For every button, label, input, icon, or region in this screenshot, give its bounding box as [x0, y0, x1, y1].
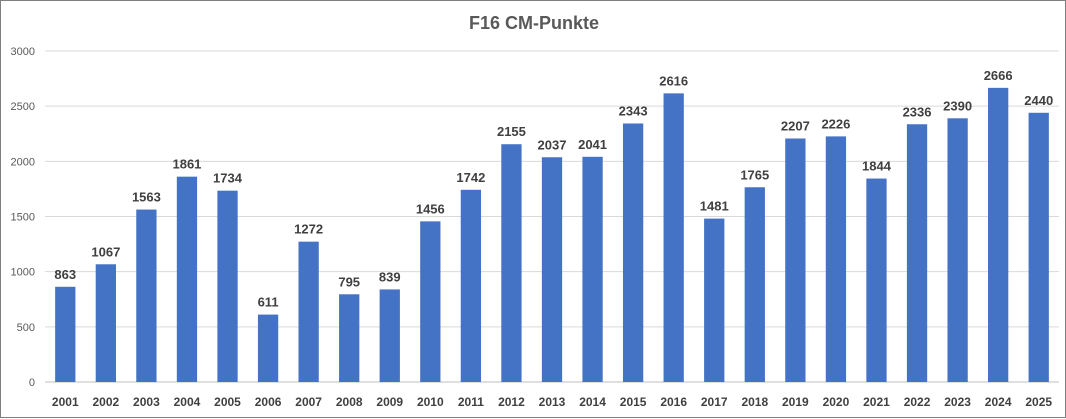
bars: [55, 87, 1049, 383]
bar-2009: [379, 289, 400, 382]
data-label-2015: 2343: [619, 103, 648, 118]
data-label-2013: 2037: [538, 137, 567, 152]
y-tick-label: 1000: [11, 267, 35, 279]
bar-2003: [136, 209, 157, 382]
y-tick-label: 2500: [11, 101, 35, 113]
data-label-2008: 795: [338, 274, 360, 289]
data-label-2021: 1844: [862, 159, 892, 174]
data-label-2003: 1563: [132, 190, 161, 205]
x-tick-label-2001: 2001: [52, 395, 79, 409]
data-label-2002: 1067: [91, 244, 120, 259]
bar-2005: [217, 190, 238, 382]
y-tick-label: 1500: [11, 212, 35, 224]
bar-2015: [622, 123, 644, 382]
x-tick-label-2005: 2005: [214, 395, 241, 409]
x-tick-label-2008: 2008: [336, 395, 363, 409]
data-label-2005: 1734: [213, 171, 243, 186]
data-labels: 863 1067 1563 1861 1734 611 1272 795 839 1456 1742…: [54, 68, 1053, 310]
bar-2019: [785, 138, 806, 382]
x-tick-label-2009: 2009: [376, 395, 403, 409]
x-tick-label-2023: 2023: [944, 395, 971, 409]
bar-2023: [947, 118, 968, 382]
y-tick-label: 500: [17, 322, 35, 334]
bar-2017: [704, 218, 725, 382]
data-label-2006: 611: [258, 295, 279, 310]
bar-2010: [420, 221, 441, 382]
x-tick-label-2019: 2019: [782, 395, 809, 409]
x-tick-label-2014: 2014: [579, 395, 606, 409]
x-tick-label-2012: 2012: [498, 395, 525, 409]
data-label-2009: 839: [379, 269, 401, 284]
data-label-2023: 2390: [943, 98, 972, 113]
data-label-2019: 2207: [781, 118, 810, 133]
x-tick-label-2003: 2003: [133, 395, 160, 409]
x-tick-label-2024: 2024: [985, 395, 1012, 409]
x-tick-label-2017: 2017: [701, 395, 728, 409]
x-tick-label-2013: 2013: [539, 395, 566, 409]
data-label-2011: 1742: [456, 170, 485, 185]
bar-2018: [744, 187, 765, 382]
data-label-2017: 1481: [700, 199, 729, 214]
x-tick-label-2021: 2021: [863, 395, 890, 409]
data-label-2020: 2226: [821, 116, 850, 131]
bar-2004: [176, 176, 198, 382]
x-tick-label-2010: 2010: [417, 395, 444, 409]
x-tick-label-2018: 2018: [741, 395, 768, 409]
bar-2012: [501, 144, 522, 382]
data-label-2018: 1765: [740, 167, 769, 182]
x-tick-label-2004: 2004: [174, 395, 201, 409]
data-label-2024: 2666: [984, 68, 1013, 83]
bar-2006: [257, 314, 279, 382]
y-tick-label: 3000: [11, 46, 35, 58]
x-tick-label-2022: 2022: [904, 395, 931, 409]
bar-2001: [55, 286, 76, 382]
bar-2016: [663, 93, 684, 383]
data-label-2022: 2336: [903, 104, 932, 119]
data-label-2014: 2041: [578, 137, 607, 152]
bar-2007: [298, 241, 319, 382]
x-tick-label-2007: 2007: [295, 395, 322, 409]
bar-2013: [541, 157, 563, 382]
bar-2008: [339, 294, 360, 382]
x-tick-label-2020: 2020: [823, 395, 850, 409]
y-tick-label: 2000: [11, 156, 35, 168]
bar-2021: [866, 178, 887, 382]
data-label-2010: 1456: [416, 201, 445, 216]
bar-2014: [582, 156, 603, 382]
x-axis-ticks: 2001 2002 2003 2004 2005 2006 2007 2008 2009 2010…: [52, 395, 1052, 409]
bar-2024: [988, 87, 1009, 383]
data-label-2007: 1272: [294, 222, 323, 237]
bar-2002: [95, 264, 116, 382]
x-tick-label-2011: 2011: [458, 395, 484, 409]
x-tick-label-2002: 2002: [92, 395, 119, 409]
y-tick-label: 0: [29, 377, 35, 389]
x-tick-label-2025: 2025: [1025, 395, 1052, 409]
bar-2020: [825, 136, 847, 382]
data-label-2001: 863: [54, 267, 76, 282]
data-label-2004: 1861: [172, 157, 201, 172]
data-label-2012: 2155: [497, 124, 526, 139]
y-axis-ticks: 0 500 1000 1500 2000 2500 3000: [11, 46, 35, 389]
chart-title: F16 CM-Punkte: [469, 13, 599, 33]
x-tick-label-2016: 2016: [660, 395, 687, 409]
data-label-2016: 2616: [659, 73, 688, 88]
x-tick-label-2006: 2006: [255, 395, 282, 409]
x-tick-label-2015: 2015: [620, 395, 647, 409]
data-label-2025: 2440: [1024, 93, 1053, 108]
bar-2011: [460, 189, 482, 382]
bar-2025: [1028, 112, 1049, 382]
bar-2022: [906, 124, 928, 383]
